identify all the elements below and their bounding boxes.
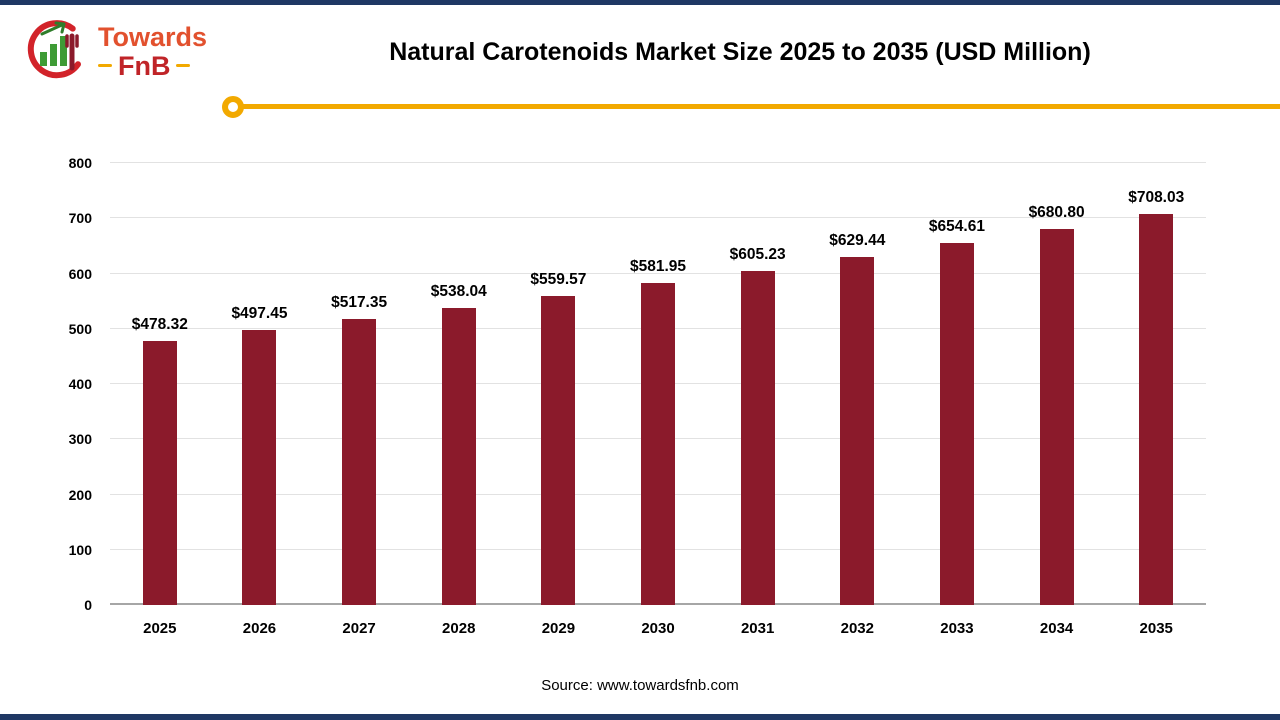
bar-value-label: $605.23 [729,245,786,263]
bar [939,243,974,605]
top-border [0,0,1280,5]
gridline [110,217,1206,219]
logo-text-fnb: FnB [118,50,171,81]
bar-value-label: $654.61 [928,218,985,236]
y-axis-tick-label: 600 [68,265,92,282]
bar-group: $629.44 [807,163,907,605]
bar-value-label: $581.95 [630,258,687,276]
bar-group: $581.95 [608,163,708,605]
bar [840,257,875,605]
y-axis-tick-label: 700 [68,210,92,227]
bar-group: $654.61 [907,163,1007,605]
logo-text: Towards FnB [98,23,207,80]
source-text: Source: www.towardsfnb.com [541,677,739,694]
y-axis-tick-label: 800 [68,155,92,171]
bar-value-label: $559.57 [530,270,587,288]
bottom-border [0,714,1280,720]
bar [242,330,277,605]
bar [142,340,177,605]
y-axis-tick-label: 200 [68,486,92,503]
bar-value-label: $497.45 [231,305,288,323]
x-axis-tick-label: 2026 [242,620,277,637]
x-axis-tick-label: 2035 [1139,620,1173,637]
x-axis-tick-label: 2028 [442,620,476,637]
bar [740,270,775,605]
y-axis-tick-label: 100 [68,541,92,558]
bar-value-label: $517.35 [331,294,388,312]
bar-group: $605.23 [708,163,808,605]
bar-value-label: $478.32 [131,315,188,333]
bar-group: $708.03 [1106,163,1206,605]
x-axis-tick-label: 2031 [740,620,775,637]
plot-area: $478.32 $497.45 $517.35 $538.04 $559.57 $581.… [110,162,1206,605]
logo: Towards FnB [22,16,207,87]
logo-chart-fork-icon [22,16,88,87]
y-axis-tick-label: 0 [84,597,92,613]
gridline [110,162,1206,163]
x-axis: 2025 2026 2027 2028 2029 2030 2031 2032 2033 2034… [110,620,1206,637]
bar [641,283,676,605]
x-axis-tick-label: 2027 [342,620,376,637]
bar [1139,213,1174,605]
x-axis-tick-label: 2030 [641,620,675,637]
accent-dot-icon [222,96,244,118]
logo-text-towards: Towards [98,22,208,53]
bar-value-label: $538.04 [430,282,487,300]
bar [541,295,576,605]
y-axis-tick-label: 300 [68,431,92,448]
y-axis-tick-label: 500 [68,320,92,337]
x-axis-tick-label: 2025 [143,620,177,637]
bar-value-label: $708.03 [1128,188,1185,206]
bar-group: $680.80 [1007,163,1107,605]
x-axis-tick-label: 2029 [541,620,576,637]
bar-group: $478.32 [110,163,210,605]
logo-dash-right [176,64,191,68]
bar-group: $517.35 [309,163,409,605]
accent-line [233,104,1280,109]
y-axis: 0 100 200 300 400 500 600 700 800 [52,155,100,613]
bar-value-label: $680.80 [1028,203,1085,221]
bar-value-label: $629.44 [829,232,886,250]
x-axis-tick-label: 2034 [1039,620,1074,637]
bar [342,319,377,605]
chart-title: Natural Carotenoids Market Size 2025 to … [389,38,1091,66]
bar [1039,228,1074,605]
x-axis-tick-label: 2033 [940,620,974,637]
y-axis-tick-label: 400 [68,376,92,392]
gridline [110,272,1206,274]
bar [441,307,476,605]
logo-dash-left [98,64,112,68]
bar-group: $497.45 [210,163,310,605]
bar-series: $478.32 $497.45 $517.35 $538.04 $559.57 $581.… [110,163,1206,605]
bar-group: $538.04 [409,163,509,605]
bar-group: $559.57 [509,163,609,605]
x-axis-tick-label: 2032 [840,620,874,637]
